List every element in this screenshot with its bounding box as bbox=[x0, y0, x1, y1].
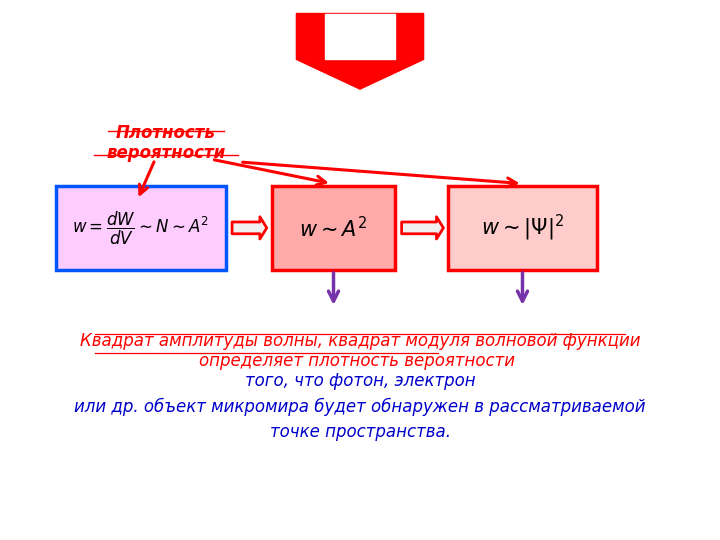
Text: $w = \dfrac{dW}{dV} \sim N \sim A^2$: $w = \dfrac{dW}{dV} \sim N \sim A^2$ bbox=[73, 210, 210, 247]
Text: $w \sim A^2$: $w \sim A^2$ bbox=[300, 215, 368, 241]
FancyBboxPatch shape bbox=[271, 186, 395, 270]
Text: Плотность
вероятности: Плотность вероятности bbox=[106, 124, 225, 163]
Polygon shape bbox=[325, 14, 395, 59]
FancyBboxPatch shape bbox=[449, 186, 597, 270]
Text: определяет плотность вероятности: определяет плотность вероятности bbox=[199, 352, 521, 370]
Text: того, что фотон, электрон
или др. объект микромира будет обнаружен в рассматрива: того, что фотон, электрон или др. объект… bbox=[74, 372, 646, 441]
Text: $w \sim |\Psi|^2$: $w \sim |\Psi|^2$ bbox=[481, 213, 564, 243]
Text: Квадрат амплитуды волны, квадрат модуля волновой функции: Квадрат амплитуды волны, квадрат модуля … bbox=[80, 332, 640, 350]
FancyBboxPatch shape bbox=[56, 186, 226, 270]
Polygon shape bbox=[297, 14, 423, 89]
